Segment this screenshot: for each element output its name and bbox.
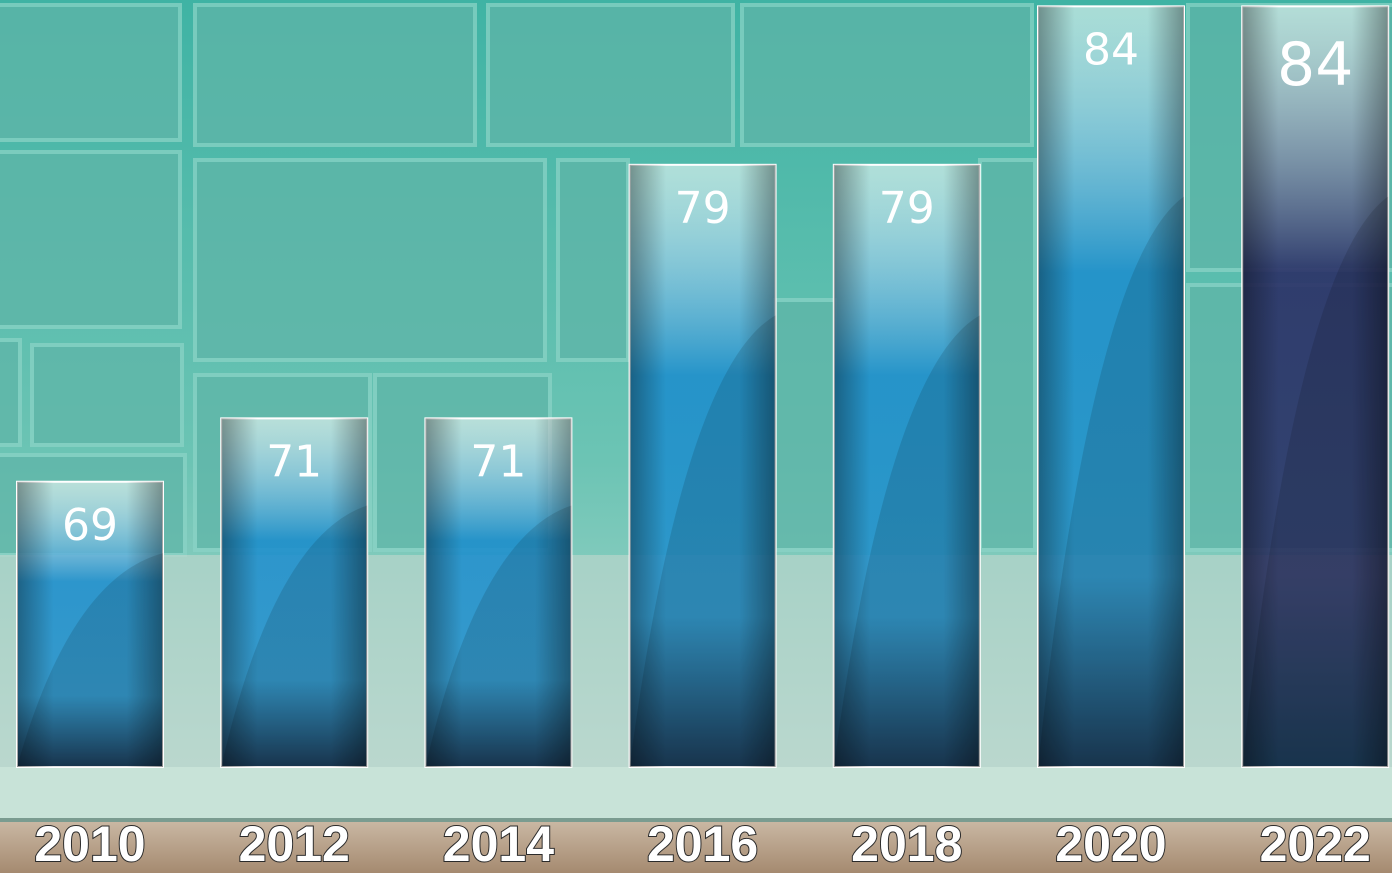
bar-gloss xyxy=(221,505,368,767)
x-tick-label: 2020 xyxy=(1055,816,1166,872)
bar-gloss xyxy=(17,553,163,767)
bar-gloss xyxy=(629,315,776,767)
x-tick-label: 2010 xyxy=(34,816,145,872)
value-label: 84 xyxy=(1277,30,1353,100)
value-label: 69 xyxy=(62,500,118,551)
bar-shade xyxy=(425,418,572,767)
bar-gloss xyxy=(1242,196,1389,767)
x-tick-label: 2018 xyxy=(851,816,962,872)
value-label: 79 xyxy=(675,183,731,234)
x-tick-label: 2016 xyxy=(647,816,758,872)
bar-gloss xyxy=(1038,196,1184,767)
bar-gloss xyxy=(833,315,980,767)
value-label: 71 xyxy=(266,436,322,487)
bar-shade xyxy=(17,481,163,767)
x-tick-label: 2014 xyxy=(443,816,554,872)
bar-shade xyxy=(1038,6,1184,767)
bar-gloss xyxy=(425,505,572,767)
bar-shade xyxy=(221,418,368,767)
shelf xyxy=(0,767,1392,822)
value-label: 71 xyxy=(470,436,526,487)
bar-shade xyxy=(629,164,776,767)
value-label: 84 xyxy=(1083,24,1139,75)
x-tick-label: 2012 xyxy=(239,816,350,872)
value-label: 79 xyxy=(879,183,935,234)
shelf-edge xyxy=(0,818,1392,822)
x-tick-label: 2022 xyxy=(1260,816,1371,872)
bar-shade xyxy=(1242,6,1389,767)
floor xyxy=(0,822,1392,873)
bar-shade xyxy=(833,164,980,767)
